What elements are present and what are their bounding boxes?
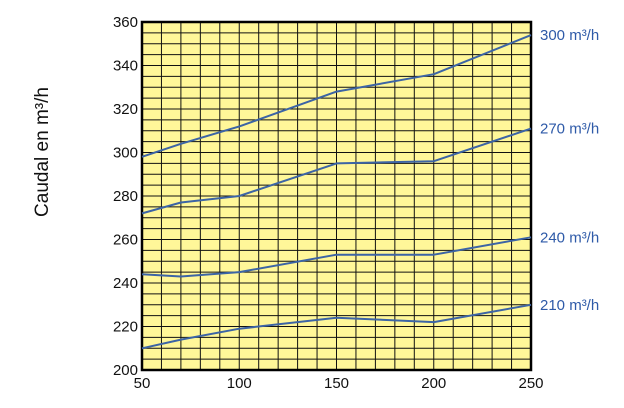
- series-line: [141, 236, 532, 278]
- grid: [142, 22, 531, 370]
- y-tick-label: 200: [113, 362, 138, 379]
- y-tick-label: 340: [113, 58, 138, 75]
- y-tick-label: 320: [113, 101, 138, 118]
- series-label: 240 m³/h: [540, 229, 599, 246]
- y-tick-label: 360: [113, 14, 138, 31]
- series: [141, 34, 532, 350]
- y-tick-label: 280: [113, 188, 138, 205]
- y-tick-label: 260: [113, 232, 138, 249]
- series-label: 300 m³/h: [540, 27, 599, 44]
- plot-frame: [140, 20, 533, 372]
- y-axis-label: Caudal en m³/h: [32, 87, 53, 217]
- y-tick-label: 300: [113, 145, 138, 162]
- x-tick-label: 50: [134, 375, 151, 392]
- x-tick-label: 100: [227, 375, 252, 392]
- series-label: 210 m³/h: [540, 297, 599, 314]
- series-labels: 300 m³/h 270 m³/h 240 m³/h 210 m³/h: [540, 27, 599, 314]
- ticks: 200 220 240 260 280 300 320 340 360 50 100 150 200 25…: [113, 14, 544, 392]
- y-tick-label: 240: [113, 275, 138, 292]
- series-line: [141, 303, 532, 350]
- x-tick-label: 150: [324, 375, 349, 392]
- series-label: 270 m³/h: [540, 121, 599, 138]
- series-line: [141, 34, 532, 158]
- x-tick-label: 250: [518, 375, 543, 392]
- series-line: [141, 127, 532, 215]
- y-tick-label: 220: [113, 319, 138, 336]
- x-tick-label: 200: [421, 375, 446, 392]
